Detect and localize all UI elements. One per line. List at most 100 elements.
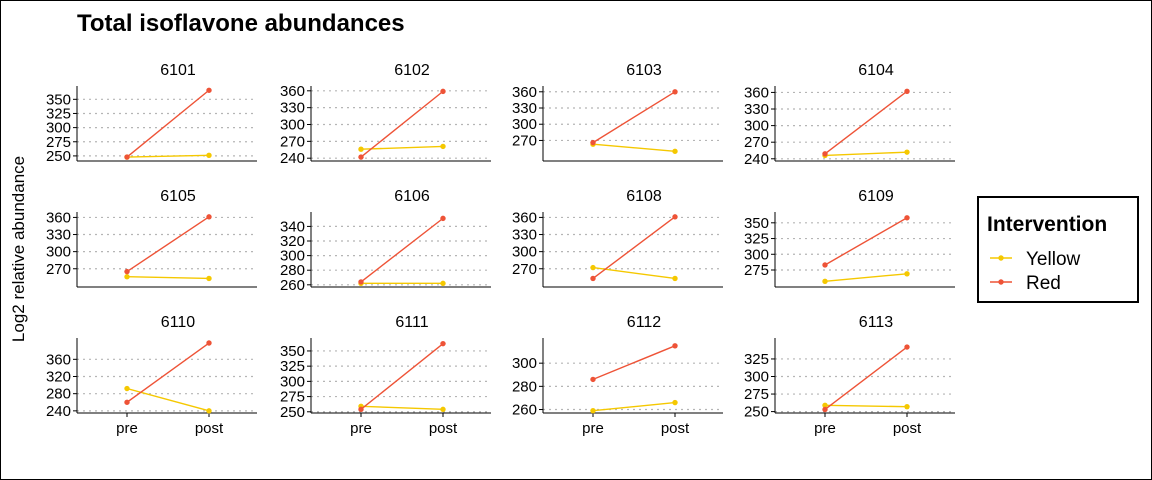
x-tick-label: pre [350,420,372,437]
data-point-yellow [904,149,910,155]
y-tick-label: 360 [46,351,71,368]
y-tick-label: 250 [46,148,71,165]
series-line-red [126,89,210,158]
y-tick-label: 330 [46,227,71,244]
data-point-red [358,406,364,413]
facet-label: 6102 [394,62,430,79]
y-tick-label: 325 [744,351,769,368]
data-point-red [358,279,364,285]
data-point-red [206,87,212,93]
legend-label-yellow: Yellow [1026,249,1081,270]
data-point-yellow [904,271,910,277]
data-point-red [358,154,364,160]
y-tick-label: 330 [280,100,305,117]
data-point-yellow [672,399,678,406]
data-point-red [672,343,678,349]
y-tick-label: 280 [280,262,305,279]
series-line-yellow [592,143,676,152]
series-line-yellow [592,266,676,280]
series-line-red [824,346,908,411]
y-tick-label: 360 [280,83,305,100]
data-point-yellow [672,148,678,154]
data-point-red [440,340,446,347]
data-point-red [440,215,446,222]
y-tick-label: 270 [512,132,537,149]
y-tick-label: 250 [280,404,305,421]
series-line-yellow [126,154,210,158]
series-line-red [360,343,444,410]
y-tick-label: 325 [46,105,71,122]
data-point-red [590,275,596,282]
x-tick-label: post [893,420,922,437]
legend: Intervention Yellow Red [977,196,1139,303]
x-tick-label: post [429,420,458,437]
y-tick-label: 275 [280,389,305,406]
legend-title: Intervention [987,213,1107,236]
facet-label: 6112 [627,314,662,331]
y-tick-label: 240 [46,403,71,420]
legend-key-point [998,255,1004,261]
series-line-red [824,217,908,266]
data-point-red [822,262,828,268]
data-point-red [590,139,596,146]
series-line-yellow [824,273,908,283]
facet-label: 6104 [858,62,894,79]
data-point-yellow [904,403,910,410]
data-point-red [672,214,678,220]
data-point-red [904,344,910,350]
series-line-red [360,90,444,158]
facet-label: 6109 [858,188,894,205]
series-line-red [592,345,676,381]
y-tick-label: 240 [280,150,305,167]
data-point-yellow [124,274,130,280]
series-line-yellow [126,276,210,280]
legend-label-red: Red [1026,273,1061,294]
y-tick-label: 350 [744,215,769,232]
facet-label: 6106 [394,188,430,205]
x-tick-label: post [195,420,224,437]
data-point-red [124,399,130,405]
data-point-red [440,88,446,95]
data-point-red [206,340,212,346]
y-tick-label: 300 [512,244,537,261]
facet-label: 6101 [160,62,196,79]
y-tick-label: 360 [512,84,537,101]
y-tick-label: 280 [512,378,537,395]
data-point-yellow [590,264,596,271]
x-tick-label: pre [116,420,138,437]
data-point-red [590,376,596,383]
y-tick-label: 330 [744,101,769,118]
series-line-red [126,342,210,403]
data-point-yellow [672,275,678,282]
y-tick-label: 320 [46,369,71,386]
series-line-red [824,90,908,155]
y-tick-label: 275 [46,134,71,151]
y-tick-label: 250 [744,404,769,421]
facet-label: 6108 [626,188,662,205]
series-line-yellow [360,145,444,150]
y-tick-label: 300 [46,120,71,137]
data-point-yellow [440,143,446,150]
data-point-red [904,88,910,95]
y-tick-label: 300 [744,369,769,386]
y-tick-label: 300 [280,373,305,390]
facet-panel-6112: 6112 260 280 300 pre post [512,314,723,437]
y-tick-label: 270 [512,261,537,278]
y-tick-label: 330 [512,100,537,117]
y-tick-label: 300 [280,117,305,134]
legend-key-point [998,279,1004,285]
data-point-red [672,89,678,95]
y-tick-label: 300 [744,118,769,135]
y-tick-label: 300 [46,244,71,261]
y-tick-label: 360 [512,209,537,226]
y-tick-label: 270 [744,134,769,151]
